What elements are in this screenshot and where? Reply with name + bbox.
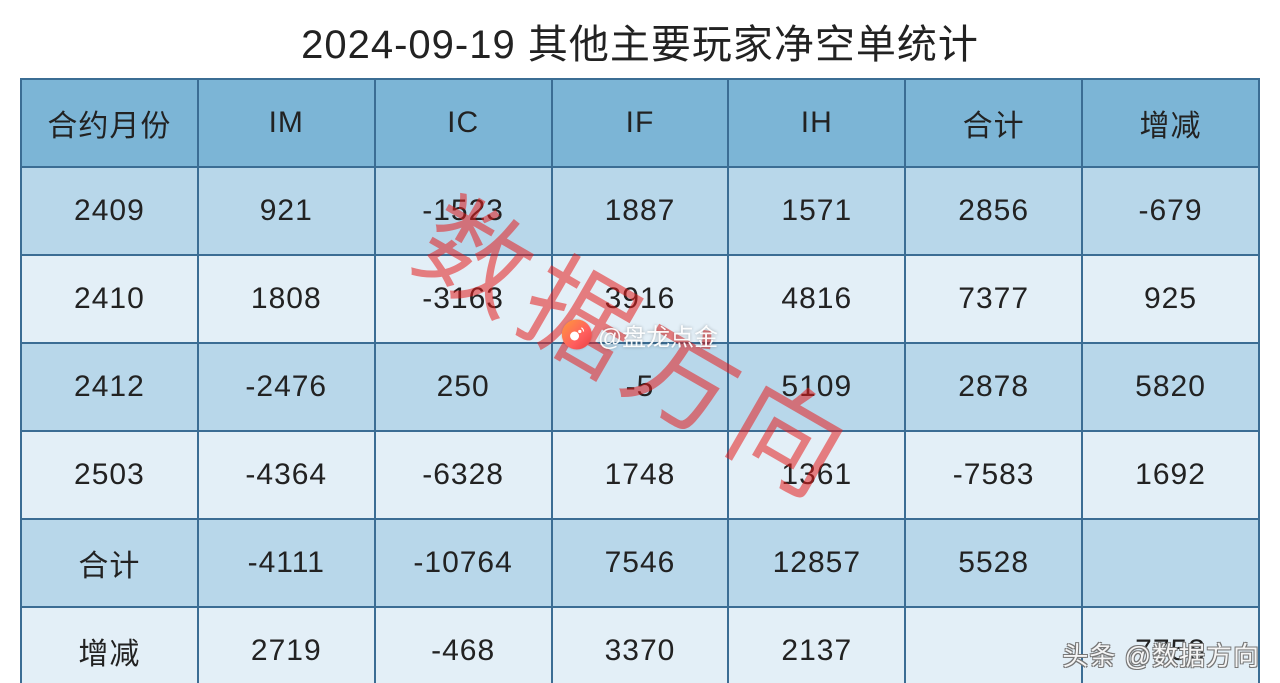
cell: -4111 <box>198 519 375 607</box>
cell: 1571 <box>728 167 905 255</box>
cell: -3163 <box>375 255 552 343</box>
cell: 250 <box>375 343 552 431</box>
cell: 925 <box>1082 255 1259 343</box>
table-row: 2409 921 -1523 1887 1571 2856 -679 <box>21 167 1259 255</box>
cell: 1692 <box>1082 431 1259 519</box>
cell: 2719 <box>198 607 375 683</box>
cell: 2503 <box>21 431 198 519</box>
cell: -7583 <box>905 431 1082 519</box>
page-container: 2024-09-19 其他主要玩家净空单统计 合约月份 IM IC IF IH … <box>0 0 1280 683</box>
cell: 1361 <box>728 431 905 519</box>
data-table: 合约月份 IM IC IF IH 合计 增减 2409 921 -1523 18… <box>20 78 1260 683</box>
cell: -10764 <box>375 519 552 607</box>
cell: 5109 <box>728 343 905 431</box>
col-if: IF <box>552 79 729 167</box>
cell: 12857 <box>728 519 905 607</box>
cell: 2410 <box>21 255 198 343</box>
col-total: 合计 <box>905 79 1082 167</box>
cell: 2409 <box>21 167 198 255</box>
cell: -5 <box>552 343 729 431</box>
cell: -6328 <box>375 431 552 519</box>
table-row-total: 合计 -4111 -10764 7546 12857 5528 <box>21 519 1259 607</box>
table-row: 2503 -4364 -6328 1748 1361 -7583 1692 <box>21 431 1259 519</box>
col-ih: IH <box>728 79 905 167</box>
table-body: 2409 921 -1523 1887 1571 2856 -679 2410 … <box>21 167 1259 683</box>
cell <box>1082 519 1259 607</box>
cell: 7377 <box>905 255 1082 343</box>
cell: -1523 <box>375 167 552 255</box>
col-im: IM <box>198 79 375 167</box>
cell: 2878 <box>905 343 1082 431</box>
cell: -679 <box>1082 167 1259 255</box>
cell: 1748 <box>552 431 729 519</box>
cell: -4364 <box>198 431 375 519</box>
cell: 5528 <box>905 519 1082 607</box>
cell: -2476 <box>198 343 375 431</box>
col-contract-month: 合约月份 <box>21 79 198 167</box>
cell: 3370 <box>552 607 729 683</box>
table-row: 2410 1808 -3163 3916 4816 7377 925 <box>21 255 1259 343</box>
cell: 7546 <box>552 519 729 607</box>
cell: 1887 <box>552 167 729 255</box>
footer-watermark: 头条 @数据方向 <box>1062 636 1260 673</box>
page-title: 2024-09-19 其他主要玩家净空单统计 <box>20 0 1260 78</box>
col-change: 增减 <box>1082 79 1259 167</box>
cell: 合计 <box>21 519 198 607</box>
cell: 1808 <box>198 255 375 343</box>
cell: 2856 <box>905 167 1082 255</box>
cell: 921 <box>198 167 375 255</box>
cell: 5820 <box>1082 343 1259 431</box>
cell: 4816 <box>728 255 905 343</box>
table-row: 2412 -2476 250 -5 5109 2878 5820 <box>21 343 1259 431</box>
cell: 2137 <box>728 607 905 683</box>
cell: 3916 <box>552 255 729 343</box>
cell: 2412 <box>21 343 198 431</box>
table-header-row: 合约月份 IM IC IF IH 合计 增减 <box>21 79 1259 167</box>
cell: 增减 <box>21 607 198 683</box>
cell: -468 <box>375 607 552 683</box>
col-ic: IC <box>375 79 552 167</box>
cell <box>905 607 1082 683</box>
